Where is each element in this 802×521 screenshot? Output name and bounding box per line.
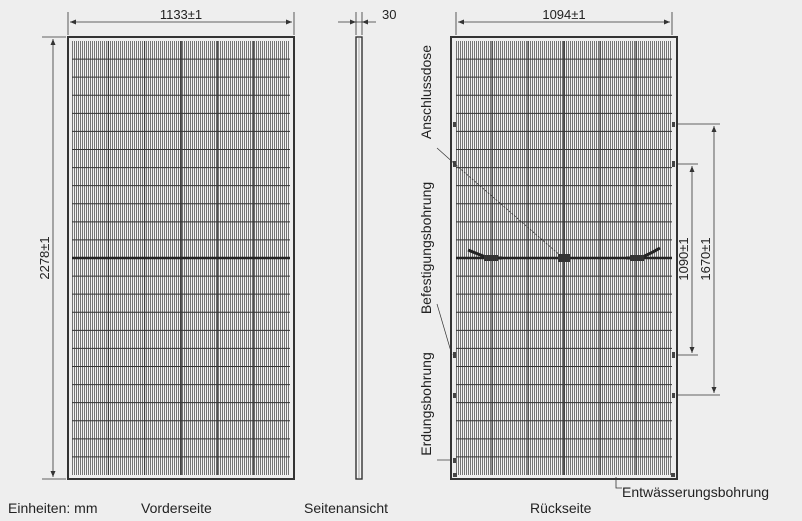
mounting-hole xyxy=(672,161,675,167)
captions: Einheiten: mm Vorderseite Seitenansicht … xyxy=(8,500,592,516)
front-width-label: 1133±1 xyxy=(160,7,202,22)
grounding-hole xyxy=(453,122,456,127)
grounding-hole xyxy=(453,393,456,398)
front-height-label: 2278±1 xyxy=(37,236,52,279)
hole-spacing-inner-dimension: 1090±1 xyxy=(676,163,698,356)
front-frame xyxy=(67,36,295,480)
junction-box-cables xyxy=(467,246,661,262)
hole-spacing-inner-label: 1090±1 xyxy=(676,237,691,280)
annotation-labels: Anschlussdose Befestigungsbohrung Erdung… xyxy=(418,45,769,500)
mounting-hole-label: Befestigungsbohrung xyxy=(418,182,434,314)
drain-hole-label: Entwässerungsbohrung xyxy=(622,484,769,500)
back-view xyxy=(450,36,678,480)
side-thickness-label: 30 xyxy=(382,7,396,22)
back-cell-grid xyxy=(456,41,672,475)
grounding-hole-label: Erdungsbohrung xyxy=(418,352,434,456)
units-caption: Einheiten: mm xyxy=(8,500,97,516)
junction-box-label: Anschlussdose xyxy=(418,45,434,139)
drain-hole xyxy=(671,473,675,477)
front-view-caption: Vorderseite xyxy=(141,500,212,516)
back-frame xyxy=(450,36,678,480)
grounding-hole xyxy=(672,122,675,127)
side-view-caption: Seitenansicht xyxy=(304,500,388,516)
front-width-dimension: 1133±1 xyxy=(67,7,295,35)
hole-spacing-outer-dimension: 1670±1 xyxy=(676,123,720,396)
front-cell-grid xyxy=(72,41,290,475)
junction-box xyxy=(558,254,570,262)
back-view-caption: Rückseite xyxy=(530,500,592,516)
front-height-dimension: 2278±1 xyxy=(37,36,66,480)
back-width-label: 1094±1 xyxy=(542,7,585,22)
grounding-hole xyxy=(453,458,456,463)
front-view xyxy=(67,36,295,480)
side-view xyxy=(355,36,363,480)
back-width-dimension: 1094±1 xyxy=(455,7,673,35)
drain-hole xyxy=(453,473,457,477)
grounding-hole xyxy=(672,393,675,398)
mounting-hole xyxy=(453,352,456,358)
side-thickness-dimension: 30 xyxy=(338,7,396,35)
hole-spacing-outer-label: 1670±1 xyxy=(698,237,713,280)
mounting-hole xyxy=(672,352,675,358)
